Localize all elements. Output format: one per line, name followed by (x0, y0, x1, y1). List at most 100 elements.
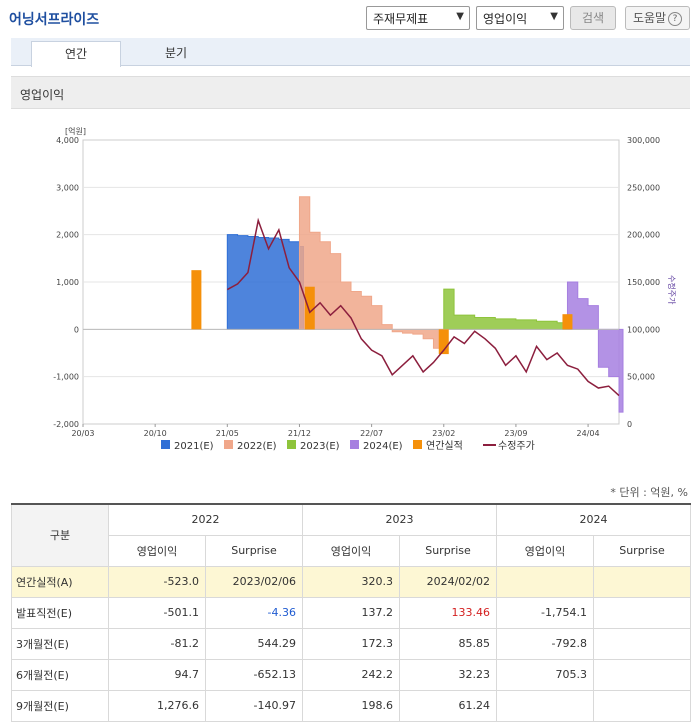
question-icon: ? (668, 12, 683, 26)
table-cell: -792.8 (496, 627, 594, 660)
legend-swatch (287, 440, 296, 449)
y2-tick-label: 150,000 (627, 278, 660, 287)
tab-annual[interactable]: 연간 (31, 41, 121, 67)
table-cell: -501.1 (108, 596, 206, 629)
top-bar: 어닝서프라이즈 주재무제표 ▼ 영업이익 ▼ 검색 도움말? (0, 0, 698, 36)
actual-bar (191, 270, 202, 330)
surprise-cell: -4.36 (205, 596, 303, 629)
legend-swatch (350, 440, 359, 449)
x-tick-label: 23/02 (432, 429, 455, 438)
x-tick-label: 21/12 (288, 429, 311, 438)
column-header: Surprise (205, 534, 303, 567)
actual-bar (438, 329, 449, 355)
table-cell: 705.3 (496, 658, 594, 691)
estimate-area-2024(E) (566, 281, 624, 413)
table-cell: 198.6 (302, 689, 400, 722)
table-row: 연간실적(A) -523.0 2023/02/06 320.3 2024/02/… (11, 565, 691, 598)
y-tick-label: -2,000 (53, 420, 79, 429)
legend-swatch (413, 440, 422, 449)
legend-label: 수정주가 (498, 440, 535, 452)
y2-tick-label: 0 (627, 420, 632, 429)
table-row-header: 구분 (11, 503, 109, 567)
y2-tick-label: 250,000 (627, 183, 660, 192)
year-header: 2024 (496, 503, 691, 536)
column-header: 영업이익 (496, 534, 594, 567)
table-cell (593, 627, 691, 660)
table-row: 6개월전(E) 94.7 -652.13 242.2 32.23 705.3 (11, 658, 691, 691)
legend-swatch (224, 440, 233, 449)
y-tick-label: -1,000 (53, 373, 79, 382)
table-cell (593, 596, 691, 629)
row-label: 3개월전(E) (11, 627, 109, 660)
column-header: 영업이익 (302, 534, 400, 567)
column-header: Surprise (399, 534, 497, 567)
table-cell: -140.97 (205, 689, 303, 722)
company-title: 어닝서프라이즈 (9, 12, 100, 28)
table-cell (593, 565, 691, 598)
y2-tick-label: 100,000 (627, 325, 660, 334)
column-header: 영업이익 (108, 534, 206, 567)
year-header: 2023 (302, 503, 497, 536)
table-cell: 544.29 (205, 627, 303, 660)
table-row: 9개월전(E) 1,276.6 -140.97 198.6 61.24 (11, 689, 691, 722)
table-cell: -81.2 (108, 627, 206, 660)
x-tick-label: 21/05 (216, 429, 239, 438)
price-line (226, 217, 620, 397)
column-header: Surprise (593, 534, 691, 567)
table-cell: 172.3 (302, 627, 400, 660)
help-label: 도움말 (632, 11, 667, 25)
section-title: 영업이익 (11, 76, 690, 109)
year-header: 2022 (108, 503, 303, 536)
y2-tick-label: 300,000 (627, 136, 660, 145)
legend-swatch (161, 440, 170, 449)
table-cell: 242.2 (302, 658, 400, 691)
table-cell: 2023/02/06 (205, 565, 303, 598)
table-row: 발표직전(E) -501.1 -4.36 137.2 133.46 -1,754… (11, 596, 691, 629)
legend-label: 2023(E) (300, 441, 340, 452)
actual-bar (562, 314, 573, 330)
y-tick-label: 4,000 (56, 136, 79, 145)
y2-tick-label: 200,000 (627, 231, 660, 240)
row-label: 9개월전(E) (11, 689, 109, 722)
table-cell: 2024/02/02 (399, 565, 497, 598)
legend-label: 2024(E) (363, 441, 403, 452)
x-tick-label: 22/07 (360, 429, 383, 438)
table-row: 3개월전(E) -81.2 544.29 172.3 85.85 -792.8 (11, 627, 691, 660)
table-cell: -652.13 (205, 658, 303, 691)
table-cell (496, 689, 594, 722)
table-cell: 137.2 (302, 596, 400, 629)
x-tick-label: 20/10 (144, 429, 167, 438)
table-cell: 32.23 (399, 658, 497, 691)
x-tick-label: 23/09 (504, 429, 527, 438)
table-cell: 85.85 (399, 627, 497, 660)
y-tick-label: 1,000 (56, 278, 79, 287)
table-cell: -523.0 (108, 565, 206, 598)
row-label: 연간실적(A) (11, 565, 109, 598)
legend-label: 2021(E) (174, 441, 214, 452)
y-tick-label: 3,000 (56, 183, 79, 192)
estimate-area-2022(E) (298, 196, 449, 354)
period-tabs: 연간 분기 (11, 38, 690, 67)
y2-axis-label: 수정주가 (667, 275, 677, 305)
actual-bar (304, 286, 315, 330)
tab-quarterly[interactable]: 분기 (164, 46, 188, 60)
table-cell: 61.24 (399, 689, 497, 722)
chevron-down-icon: ▼ (550, 11, 558, 22)
table-cell (496, 565, 594, 598)
x-tick-label: 20/03 (71, 429, 94, 438)
x-tick-label: 24/04 (577, 429, 600, 438)
table-cell (593, 658, 691, 691)
surprise-cell: 133.46 (399, 596, 497, 629)
y-tick-label: 0 (74, 325, 79, 334)
help-button[interactable]: 도움말? (625, 6, 690, 30)
legend-label: 연간실적 (426, 440, 463, 452)
y-tick-label: 2,000 (56, 231, 79, 240)
row-label: 발표직전(E) (11, 596, 109, 629)
earnings-chart: 4,000 3,000 2,000 1,000 0 -1,000 -2,000 300,000… (53, 126, 677, 452)
search-button[interactable]: 검색 (570, 6, 616, 30)
row-label: 6개월전(E) (11, 658, 109, 691)
statement-type-select[interactable]: 주재무제표 ▼ (366, 6, 470, 30)
metric-select[interactable]: 영업이익 ▼ (476, 6, 564, 30)
table-cell: 94.7 (108, 658, 206, 691)
unit-note: * 단위 : 억원, % (610, 486, 688, 499)
